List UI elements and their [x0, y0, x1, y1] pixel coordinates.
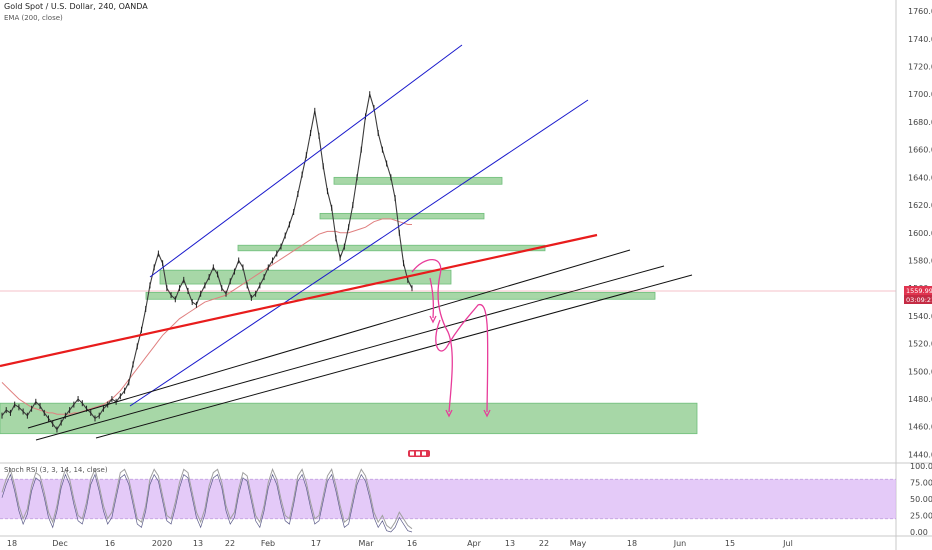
arrow-head [445, 409, 453, 418]
price-tick-label: 1600.000 [908, 229, 932, 238]
trend-lines[interactable] [0, 44, 693, 441]
price-tick-label: 1640.000 [908, 173, 932, 182]
price-axis[interactable]: 1760.000 1740.000 1720.000 1700.000 1680.000… [895, 0, 932, 550]
time-tick-label: Jun [673, 539, 687, 548]
time-tick-label: 18 [627, 539, 637, 548]
upper-channel-line [149, 44, 463, 278]
stoch-tick-label: 75.00 [910, 479, 932, 488]
projection-arrow-path [435, 304, 489, 413]
projection-arrow-path [411, 258, 453, 413]
time-tick-label: May [570, 539, 587, 548]
time-tick-label: 16 [105, 539, 115, 548]
time-tick-label: Dec [52, 539, 67, 548]
stoch-tick-label: 25.00 [910, 512, 932, 521]
trend-line-2 [35, 265, 665, 441]
time-tick-label: 17 [311, 539, 321, 548]
time-tick-label: 16 [407, 539, 417, 548]
price-tick-label: 1480.000 [908, 395, 932, 404]
projection-arrow-path [429, 277, 435, 319]
stoch-k-line [1, 467, 413, 530]
price-tick-label: 1760.000 [908, 7, 932, 16]
support-zone [333, 176, 503, 185]
stoch-rsi-pane[interactable]: 100.00 75.00 50.00 25.00 0.00 [0, 462, 932, 537]
price-tag-box [904, 286, 932, 295]
projection-arrows[interactable] [411, 258, 491, 418]
support-zone [145, 291, 656, 300]
stoch-tick-label: 0.00 [910, 528, 928, 537]
symbol-title: Gold Spot / U.S. Dollar, 240, OANDA [4, 2, 148, 11]
stoch-band [0, 479, 896, 519]
stoch-legend: Stoch RSI (3, 3, 14, 14, close) [4, 466, 108, 474]
time-tick-label: 13 [193, 539, 203, 548]
price-tick-label: 1580.000 [908, 256, 932, 265]
stoch-tick-label: 50.00 [910, 495, 932, 504]
time-tick-label: 15 [725, 539, 735, 548]
price-tick-label: 1520.000 [908, 340, 932, 349]
price-tag: 1559.992 03:09:21 [904, 286, 932, 304]
price-series [1, 91, 413, 433]
time-tick-label: Mar [358, 539, 374, 548]
price-tick-label: 1660.000 [908, 146, 932, 155]
price-tick-label: 1740.000 [908, 35, 932, 44]
support-zone [0, 402, 698, 435]
time-tick-label: Feb [261, 539, 275, 548]
ema-200-line [1, 218, 412, 415]
price-tick-label: 1460.000 [908, 423, 932, 432]
trend-line-3 [95, 274, 693, 439]
time-tick-label: 13 [505, 539, 515, 548]
support-zones[interactable] [0, 176, 698, 435]
ema-line [1, 218, 412, 415]
time-tick-label: 22 [539, 539, 549, 548]
support-zone [159, 269, 452, 285]
price-tick-label: 1540.000 [908, 312, 932, 321]
price-line [1, 94, 413, 431]
arrow-head [483, 409, 491, 418]
price-tick-label: 1720.000 [908, 63, 932, 72]
countdown-box [904, 295, 932, 304]
red-trend-line [0, 233, 598, 368]
ema-legend: EMA (200, close) [4, 14, 63, 22]
lower-channel-line [129, 99, 589, 407]
time-tick-label: 22 [225, 539, 235, 548]
arrow-head [429, 315, 437, 324]
price-tick-label: 1680.000 [908, 118, 932, 127]
time-axis[interactable]: 18 Dec 16 2020 13 22 Feb 17 Mar 16 Apr 13 22 May 18 Jun… [0, 535, 932, 548]
countdown-value: 03:09:21 [906, 296, 932, 304]
price-tag-value: 1559.992 [906, 287, 932, 295]
support-zone [319, 212, 485, 220]
stoch-d-line [1, 473, 413, 533]
price-tick-label: 1620.000 [908, 201, 932, 210]
time-tick-label: Jul [782, 539, 793, 548]
price-tick-label: 1440.000 [908, 450, 932, 459]
events-icon[interactable] [408, 450, 430, 457]
stoch-tick-label: 100.00 [910, 462, 932, 471]
time-tick-label: 2020 [152, 539, 172, 548]
time-tick-label: Apr [467, 539, 482, 548]
price-tick-label: 1500.000 [908, 367, 932, 376]
support-zone [237, 244, 546, 252]
trend-line-1 [27, 249, 631, 429]
price-tick-label: 1700.000 [908, 90, 932, 99]
time-tick-label: 18 [7, 539, 17, 548]
